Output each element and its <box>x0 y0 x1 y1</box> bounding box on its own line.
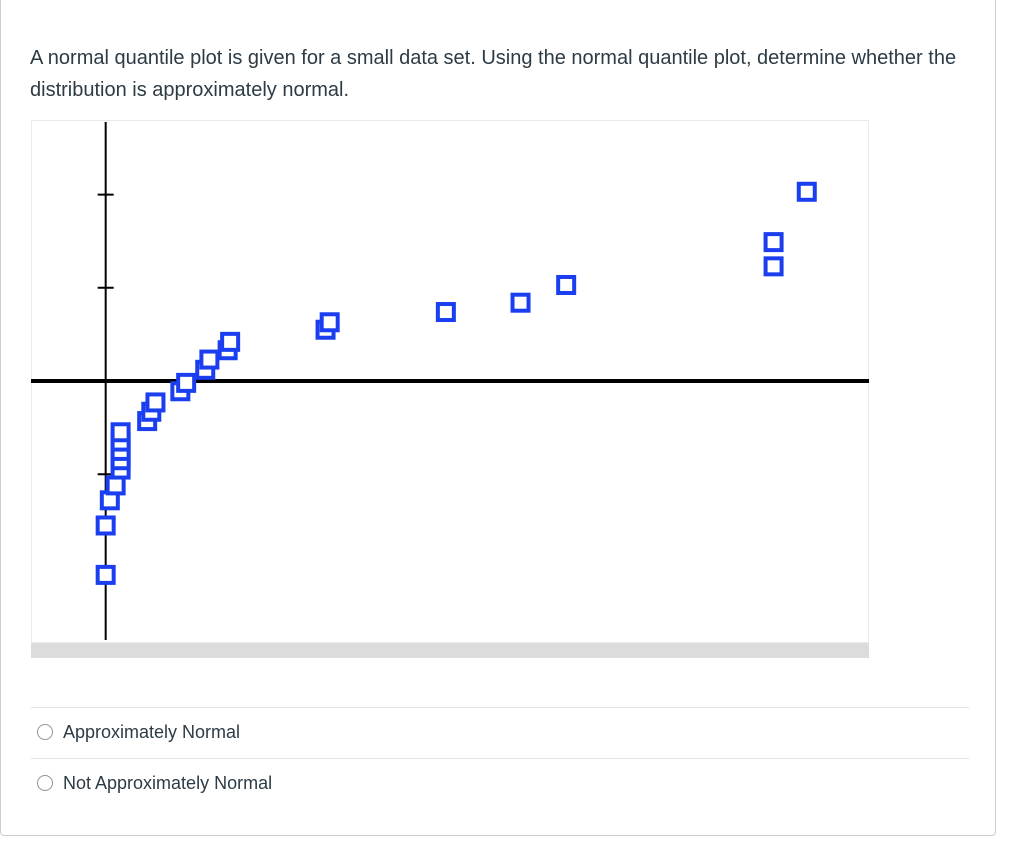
answer-option-approximately-normal[interactable]: Approximately Normal <box>37 720 240 744</box>
plot-scrollbar-track <box>31 643 869 658</box>
answer-label: Not Approximately Normal <box>63 773 273 793</box>
divider-top <box>31 707 969 708</box>
data-point <box>763 232 784 253</box>
data-point <box>319 312 340 333</box>
answer-option-not-approximately-normal[interactable]: Not Approximately Normal <box>37 771 272 795</box>
radio-button-icon[interactable] <box>37 724 53 740</box>
data-point <box>176 372 197 393</box>
radio-button-icon[interactable] <box>37 775 53 791</box>
data-point <box>110 422 131 443</box>
data-point <box>95 515 116 536</box>
data-point <box>95 564 116 585</box>
answer-label: Approximately Normal <box>63 722 241 742</box>
data-point <box>435 302 456 323</box>
data-point <box>220 331 241 352</box>
data-point <box>556 274 577 295</box>
normal-quantile-plot <box>31 120 869 658</box>
question-text: A normal quantile plot is given for a sm… <box>30 47 957 101</box>
data-point <box>763 256 784 277</box>
question-card: A normal quantile plot is given for a sm… <box>0 0 996 836</box>
data-point <box>199 349 220 370</box>
data-point <box>796 181 817 202</box>
divider-middle <box>31 758 969 759</box>
data-point <box>510 292 531 313</box>
data-point <box>105 475 126 496</box>
data-point <box>145 392 166 413</box>
